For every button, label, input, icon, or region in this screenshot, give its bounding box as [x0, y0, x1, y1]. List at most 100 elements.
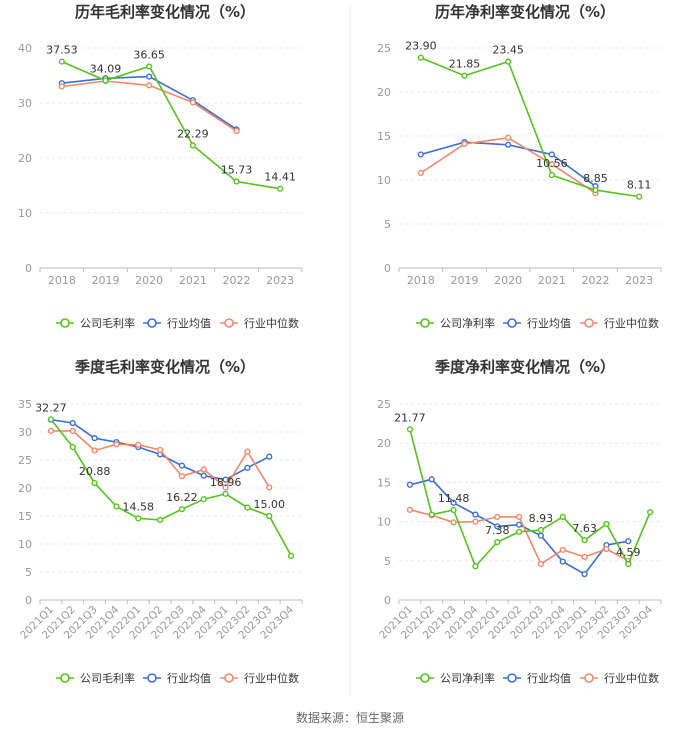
company-legend-label[interactable]: 公司毛利率	[80, 316, 135, 330]
company-point[interactable]	[461, 72, 468, 79]
company-point[interactable]	[559, 513, 566, 520]
industry-median-point[interactable]	[178, 473, 186, 480]
company-point[interactable]	[646, 509, 654, 516]
industry-median-point[interactable]	[58, 83, 65, 90]
industry-median-point[interactable]	[450, 519, 457, 526]
company-point[interactable]	[515, 528, 523, 535]
industry-avg-point[interactable]	[200, 472, 207, 479]
company-point[interactable]	[581, 537, 588, 544]
industry-avg-point[interactable]	[515, 521, 523, 528]
industry-median-point[interactable]	[233, 127, 240, 135]
industry-median-legend-label[interactable]: 行业中位数	[244, 316, 299, 330]
industry-median-legend-label[interactable]: 行业中位数	[244, 671, 299, 685]
company-point[interactable]	[146, 63, 153, 70]
company-point[interactable]	[200, 496, 207, 503]
company-legend-label[interactable]: 公司净利率	[440, 316, 495, 330]
industry-median-point[interactable]	[69, 427, 76, 434]
industry-avg-point[interactable]	[222, 476, 229, 483]
company-point[interactable]	[287, 552, 295, 559]
company-point[interactable]	[472, 563, 479, 570]
industry-median-point[interactable]	[406, 506, 414, 513]
industry-median-point[interactable]	[548, 161, 555, 168]
company-legend-marker[interactable]	[60, 673, 70, 683]
industry-median-legend-marker[interactable]	[224, 673, 234, 683]
company-legend-marker[interactable]	[420, 673, 430, 683]
industry-median-point[interactable]	[559, 546, 566, 553]
industry-median-point[interactable]	[494, 513, 501, 520]
industry-median-point[interactable]	[537, 560, 545, 568]
company-point[interactable]	[266, 512, 273, 520]
company-point[interactable]	[244, 504, 251, 511]
industry-avg-point[interactable]	[581, 571, 588, 578]
company-point[interactable]	[277, 185, 284, 192]
industry-avg-point[interactable]	[505, 141, 512, 148]
industry-avg-point[interactable]	[494, 523, 501, 530]
company-point[interactable]	[113, 503, 120, 510]
company-point[interactable]	[548, 171, 555, 179]
industry-median-point[interactable]	[156, 446, 164, 454]
industry-median-point[interactable]	[113, 441, 120, 448]
industry-median-point[interactable]	[146, 82, 153, 89]
industry-median-legend-marker[interactable]	[584, 673, 594, 683]
industry-avg-point[interactable]	[266, 453, 273, 460]
company-point[interactable]	[178, 506, 186, 513]
industry-avg-point[interactable]	[69, 419, 76, 427]
industry-avg-point[interactable]	[146, 73, 153, 80]
company-point[interactable]	[156, 516, 164, 524]
industry-median-point[interactable]	[189, 99, 196, 106]
industry-median-point[interactable]	[581, 553, 588, 560]
industry-median-legend-marker[interactable]	[584, 318, 594, 328]
company-point[interactable]	[603, 520, 610, 528]
company-point[interactable]	[69, 444, 76, 451]
company-point[interactable]	[625, 560, 632, 568]
industry-avg-legend-label[interactable]: 行业均值	[167, 672, 211, 685]
industry-avg-legend-marker[interactable]	[147, 673, 157, 683]
company-point[interactable]	[406, 426, 414, 433]
company-point[interactable]	[494, 539, 501, 546]
industry-median-legend-marker[interactable]	[224, 318, 234, 328]
company-legend-label[interactable]: 公司净利率	[440, 671, 495, 685]
industry-median-point[interactable]	[244, 448, 251, 455]
industry-median-point[interactable]	[200, 466, 207, 473]
industry-avg-point[interactable]	[244, 464, 251, 471]
industry-avg-point[interactable]	[537, 532, 545, 539]
industry-median-point[interactable]	[472, 518, 479, 525]
industry-avg-point[interactable]	[450, 499, 457, 506]
industry-avg-point[interactable]	[406, 481, 414, 488]
company-legend-label[interactable]: 公司毛利率	[80, 671, 135, 685]
company-point[interactable]	[47, 416, 55, 423]
industry-median-point[interactable]	[461, 140, 468, 148]
industry-avg-legend-label[interactable]: 行业均值	[167, 317, 211, 330]
industry-avg-point[interactable]	[472, 511, 479, 518]
company-legend-marker[interactable]	[420, 318, 430, 328]
industry-avg-legend-label[interactable]: 行业均值	[527, 672, 571, 685]
company-point[interactable]	[428, 511, 435, 518]
industry-avg-point[interactable]	[91, 435, 98, 442]
industry-avg-point[interactable]	[417, 151, 424, 158]
industry-median-point[interactable]	[222, 484, 229, 491]
industry-median-legend-label[interactable]: 行业中位数	[604, 671, 659, 685]
industry-avg-point[interactable]	[178, 462, 186, 469]
company-point[interactable]	[189, 142, 196, 149]
industry-avg-legend-label[interactable]: 行业均值	[527, 317, 571, 330]
company-point[interactable]	[417, 54, 424, 61]
company-point[interactable]	[135, 515, 142, 522]
industry-avg-legend-marker[interactable]	[507, 318, 517, 328]
industry-avg-legend-marker[interactable]	[507, 673, 517, 683]
industry-median-point[interactable]	[417, 169, 424, 177]
industry-avg-point[interactable]	[559, 558, 566, 565]
company-point[interactable]	[636, 193, 643, 200]
industry-median-point[interactable]	[515, 513, 523, 520]
industry-avg-point[interactable]	[625, 538, 632, 545]
company-point[interactable]	[58, 58, 65, 65]
industry-median-point[interactable]	[47, 427, 55, 434]
company-point[interactable]	[450, 506, 457, 514]
company-point[interactable]	[537, 526, 545, 534]
company-point[interactable]	[592, 187, 599, 194]
industry-median-legend-label[interactable]: 行业中位数	[604, 316, 659, 330]
company-point[interactable]	[233, 178, 240, 185]
industry-median-point[interactable]	[505, 134, 512, 141]
industry-avg-point[interactable]	[428, 476, 435, 483]
industry-avg-legend-marker[interactable]	[147, 318, 157, 328]
company-point[interactable]	[91, 479, 98, 487]
